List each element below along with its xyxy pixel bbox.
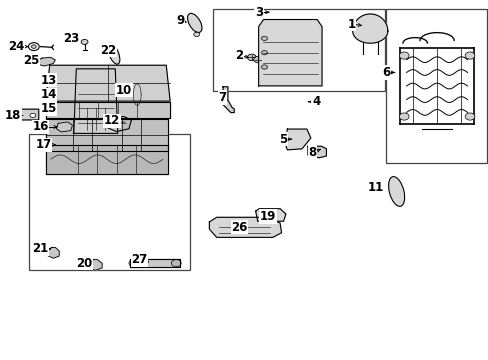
Circle shape <box>399 52 408 59</box>
Polygon shape <box>258 19 322 86</box>
Text: 1: 1 <box>347 18 355 31</box>
Text: 15: 15 <box>40 103 57 116</box>
Text: 23: 23 <box>63 32 80 45</box>
Bar <box>29 134 189 270</box>
Text: 10: 10 <box>116 84 132 97</box>
Polygon shape <box>307 146 326 158</box>
Circle shape <box>247 54 256 60</box>
Text: 11: 11 <box>367 181 384 194</box>
Text: 19: 19 <box>259 210 276 223</box>
Circle shape <box>253 56 262 63</box>
Polygon shape <box>46 145 167 174</box>
Circle shape <box>28 42 39 50</box>
Polygon shape <box>352 14 387 43</box>
Bar <box>385 9 487 163</box>
Circle shape <box>399 113 408 120</box>
Bar <box>212 9 384 91</box>
Text: 20: 20 <box>76 257 93 270</box>
Circle shape <box>261 50 267 55</box>
Circle shape <box>8 113 14 118</box>
Polygon shape <box>130 259 180 267</box>
Text: 21: 21 <box>33 242 49 255</box>
Polygon shape <box>5 109 39 120</box>
Polygon shape <box>46 119 167 151</box>
Text: 8: 8 <box>308 146 316 159</box>
Circle shape <box>171 260 181 267</box>
Text: 3: 3 <box>255 6 263 19</box>
Polygon shape <box>223 87 234 113</box>
Text: 17: 17 <box>36 138 52 151</box>
Circle shape <box>464 52 474 59</box>
Text: 24: 24 <box>8 40 24 53</box>
Circle shape <box>129 260 139 267</box>
Polygon shape <box>74 69 118 134</box>
Circle shape <box>464 113 474 120</box>
Text: 26: 26 <box>231 221 247 234</box>
Ellipse shape <box>187 13 202 32</box>
Text: 16: 16 <box>32 121 49 134</box>
Polygon shape <box>46 102 170 118</box>
Polygon shape <box>255 209 285 221</box>
Text: 27: 27 <box>131 253 147 266</box>
Text: 5: 5 <box>279 132 287 145</box>
Text: 22: 22 <box>100 44 116 57</box>
Polygon shape <box>88 260 102 270</box>
Circle shape <box>261 65 267 69</box>
Circle shape <box>193 32 199 37</box>
Polygon shape <box>37 57 55 66</box>
Circle shape <box>261 36 267 41</box>
Polygon shape <box>56 122 72 132</box>
Text: 7: 7 <box>218 91 226 104</box>
Text: 14: 14 <box>40 88 57 101</box>
Ellipse shape <box>107 43 120 64</box>
Circle shape <box>81 40 88 44</box>
Polygon shape <box>108 117 131 132</box>
Text: 9: 9 <box>176 14 184 27</box>
Polygon shape <box>46 65 170 101</box>
Text: 2: 2 <box>235 49 243 62</box>
Ellipse shape <box>388 177 404 206</box>
Circle shape <box>30 113 36 118</box>
Circle shape <box>31 45 36 48</box>
Polygon shape <box>47 247 59 258</box>
Ellipse shape <box>129 78 145 112</box>
Text: 25: 25 <box>23 54 39 67</box>
Text: 18: 18 <box>5 109 21 122</box>
Text: 13: 13 <box>41 74 57 87</box>
Text: 4: 4 <box>311 95 320 108</box>
Text: 12: 12 <box>103 114 120 127</box>
Text: 6: 6 <box>381 66 389 79</box>
Polygon shape <box>285 129 310 150</box>
Polygon shape <box>209 217 281 237</box>
